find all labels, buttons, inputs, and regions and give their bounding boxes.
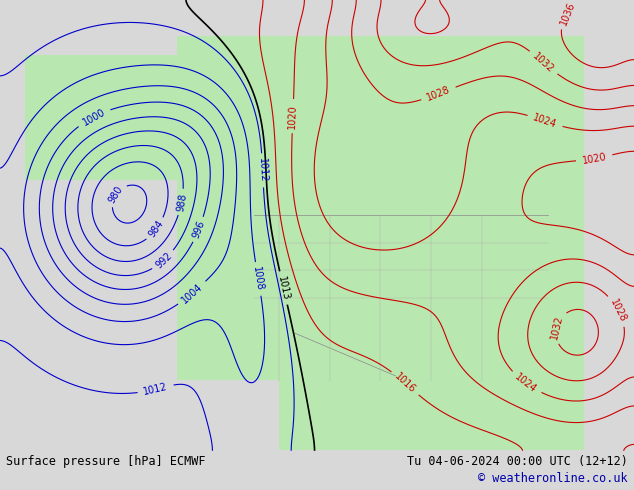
Text: © weatheronline.co.uk: © weatheronline.co.uk — [478, 472, 628, 485]
Text: 1032: 1032 — [531, 51, 556, 74]
Text: 1020: 1020 — [287, 103, 299, 128]
Text: 1028: 1028 — [425, 84, 452, 103]
Text: 1024: 1024 — [532, 112, 559, 130]
Text: 1016: 1016 — [393, 371, 418, 395]
Text: 980: 980 — [107, 184, 125, 205]
Text: 992: 992 — [153, 250, 174, 270]
Text: 1024: 1024 — [513, 371, 539, 394]
Text: 1020: 1020 — [581, 151, 607, 166]
Text: 1013: 1013 — [276, 275, 291, 301]
Text: 1000: 1000 — [81, 106, 107, 127]
Text: 988: 988 — [175, 192, 188, 212]
Text: 1028: 1028 — [608, 297, 628, 324]
Text: 996: 996 — [191, 219, 207, 240]
Text: 1008: 1008 — [252, 266, 265, 292]
Text: 1004: 1004 — [180, 281, 205, 305]
Text: Tu 04-06-2024 00:00 UTC (12+12): Tu 04-06-2024 00:00 UTC (12+12) — [407, 455, 628, 468]
Text: 1032: 1032 — [549, 314, 564, 340]
Text: 1036: 1036 — [559, 0, 577, 27]
Text: 1012: 1012 — [257, 158, 268, 183]
Text: Surface pressure [hPa] ECMWF: Surface pressure [hPa] ECMWF — [6, 455, 206, 468]
Text: 984: 984 — [147, 219, 165, 240]
Text: 1012: 1012 — [143, 382, 169, 397]
